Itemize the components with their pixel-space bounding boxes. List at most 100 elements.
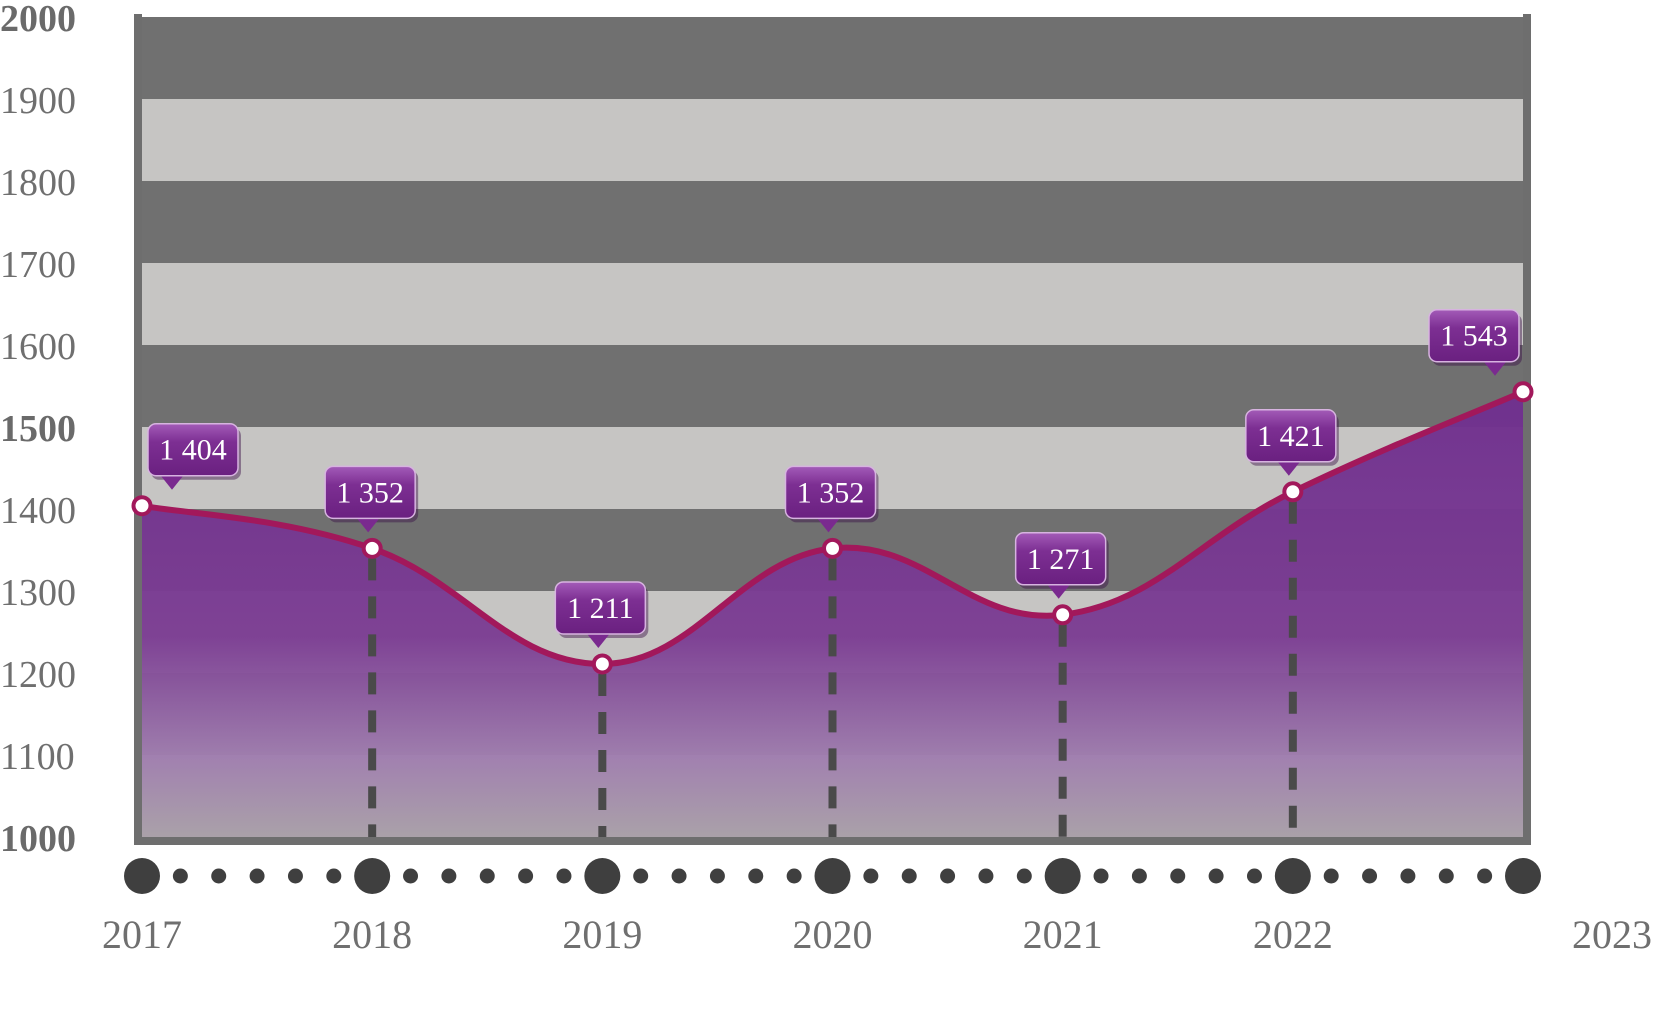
- y-tick-label: 2000: [0, 0, 76, 40]
- x-timeline-minor-dot: [1170, 868, 1186, 884]
- x-timeline-minor-dot: [1246, 868, 1262, 884]
- x-timeline-major-dot: [814, 858, 851, 894]
- bubble-box: [784, 465, 877, 520]
- x-timeline-minor-dot: [901, 868, 917, 884]
- x-timeline-major-dot: [1044, 858, 1081, 894]
- bubble-box: [147, 422, 239, 477]
- x-timeline-major-dot: [124, 858, 160, 894]
- y-tick-label: 1900: [0, 80, 76, 122]
- x-timeline-minor-dot: [709, 868, 725, 884]
- x-tick-label: 2021: [1023, 912, 1103, 957]
- data-label-text: 1 421: [1257, 420, 1325, 453]
- bubble-pointer: [160, 474, 184, 490]
- y-tick-label: 1700: [0, 244, 76, 286]
- data-point: [131, 495, 153, 517]
- x-timeline-major-dot: [354, 858, 391, 894]
- y-tick-label: 1800: [0, 162, 76, 204]
- data-label-bubble: 1 404: [147, 422, 241, 490]
- data-label-text: 1 404: [159, 434, 227, 467]
- x-timeline-major-dot: [584, 858, 621, 894]
- data-label-text: 1 352: [797, 476, 865, 509]
- y-axis: 1000 1100 1200 1300 1400 1500 1600 1700 1800 1900…: [0, 0, 76, 860]
- grid-band: [142, 99, 1523, 181]
- y-tick-label: 1400: [0, 490, 76, 532]
- grid-band: [142, 17, 1523, 99]
- x-timeline-minor-dot: [1208, 868, 1224, 884]
- data-point: [1512, 381, 1534, 403]
- x-timeline-minor-dot: [479, 868, 495, 884]
- x-timeline-minor-dot: [403, 868, 419, 884]
- bubble-box: [1245, 409, 1337, 463]
- data-point: [361, 537, 383, 559]
- x-tick-label: 2019: [562, 912, 642, 957]
- x-timeline-minor-dot: [786, 868, 802, 884]
- x-timeline-minor-dot: [671, 868, 687, 884]
- y-tick-label: 1600: [0, 326, 76, 368]
- x-timeline-minor-dot: [287, 868, 303, 884]
- x-timeline-minor-dot: [1400, 868, 1416, 884]
- x-timeline-minor-dot: [1093, 868, 1109, 884]
- grid-band: [142, 181, 1523, 263]
- x-timeline-minor-dot: [249, 868, 265, 884]
- x-timeline-major-dot: [1274, 858, 1311, 894]
- x-timeline-minor-dot: [326, 868, 342, 884]
- data-labels: 1 404 1 352 1 211 1 352 1 271 1 421 1 543: [147, 308, 1522, 648]
- data-label-text: 1 271: [1027, 543, 1095, 576]
- bubble-box: [1014, 532, 1107, 586]
- x-timeline-major-dot: [1505, 858, 1541, 894]
- bubble-box: [554, 581, 647, 635]
- x-axis: 2017 2018 2019 2020 2021 2022 2023: [102, 858, 1652, 957]
- x-timeline-minor-dot: [441, 868, 457, 884]
- data-points: [131, 381, 1534, 675]
- data-label-bubble: 1 421: [1245, 409, 1339, 476]
- x-timeline-minor-dot: [1362, 868, 1378, 884]
- data-label-text: 1 543: [1440, 320, 1508, 353]
- drop-lines: [368, 501, 1297, 837]
- x-timeline-minor-dot: [940, 868, 956, 884]
- data-label-bubble: 1 352: [324, 465, 419, 533]
- frame-bottom: [134, 837, 1531, 845]
- y-tick-label: 1500: [0, 408, 76, 450]
- data-label-bubble: 1 211: [554, 581, 649, 648]
- x-timeline-minor-dot: [978, 868, 994, 884]
- bubble-pointer: [586, 632, 611, 648]
- data-label-bubble: 1 543: [1428, 308, 1522, 376]
- data-point: [1052, 604, 1074, 626]
- data-point: [1282, 481, 1304, 503]
- data-point: [591, 653, 613, 675]
- bubble-box: [1428, 308, 1520, 363]
- x-tick-label: 2020: [793, 912, 873, 957]
- x-timeline-minor-dot: [863, 868, 879, 884]
- x-tick-label: 2022: [1253, 912, 1333, 957]
- x-tick-label: 2023: [1572, 912, 1652, 957]
- x-tick-label: 2018: [332, 912, 412, 957]
- grid-band: [142, 263, 1523, 345]
- x-timeline-minor-dot: [1477, 868, 1493, 884]
- x-timeline-minor-dot: [1016, 868, 1032, 884]
- data-label-text: 1 211: [567, 592, 633, 625]
- x-tick-label: 2017: [102, 912, 182, 957]
- x-timeline-minor-dot: [633, 868, 649, 884]
- y-tick-label: 1000: [0, 818, 76, 860]
- x-timeline-minor-dot: [211, 868, 227, 884]
- y-tick-label: 1100: [0, 736, 75, 778]
- x-timeline-minor-dot: [748, 868, 764, 884]
- x-timeline-minor-dot: [172, 868, 188, 884]
- bubble-pointer: [816, 517, 841, 533]
- data-label-bubble: 1 271: [1014, 532, 1109, 599]
- frame-left: [134, 14, 142, 845]
- bubble-pointer: [1483, 360, 1507, 376]
- x-timeline-minor-dot: [1323, 868, 1339, 884]
- x-timeline-minor-dot: [1131, 868, 1147, 884]
- plot-frame: [134, 14, 1531, 845]
- bubble-pointer: [1046, 583, 1071, 599]
- bubble-pointer: [356, 517, 381, 533]
- data-point: [822, 537, 843, 559]
- data-label-bubble: 1 352: [784, 465, 879, 533]
- y-tick-label: 1200: [0, 654, 76, 696]
- bubble-pointer: [1276, 460, 1301, 476]
- y-tick-label: 1300: [0, 572, 76, 614]
- x-timeline-minor-dot: [1438, 868, 1454, 884]
- x-timeline-minor-dot: [518, 868, 534, 884]
- frame-right: [1523, 14, 1531, 845]
